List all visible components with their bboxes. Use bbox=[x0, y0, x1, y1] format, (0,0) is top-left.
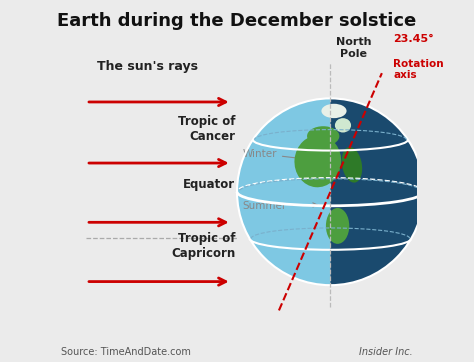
Text: Rotation
axis: Rotation axis bbox=[393, 59, 444, 80]
Ellipse shape bbox=[294, 135, 341, 187]
Ellipse shape bbox=[321, 104, 346, 118]
Wedge shape bbox=[237, 98, 330, 285]
Ellipse shape bbox=[335, 118, 351, 132]
Text: The sun's rays: The sun's rays bbox=[97, 60, 198, 73]
Text: Equator: Equator bbox=[183, 178, 235, 191]
Ellipse shape bbox=[342, 147, 362, 182]
Ellipse shape bbox=[326, 208, 349, 244]
Text: Tropic of
Capricorn: Tropic of Capricorn bbox=[171, 232, 235, 260]
Ellipse shape bbox=[307, 126, 339, 146]
Text: Insider Inc.: Insider Inc. bbox=[359, 347, 413, 357]
Text: 23.45°: 23.45° bbox=[393, 34, 434, 45]
Text: North
Pole: North Pole bbox=[336, 37, 372, 59]
Text: Winter: Winter bbox=[242, 148, 317, 162]
Text: Source: TimeAndDate.com: Source: TimeAndDate.com bbox=[61, 347, 191, 357]
Wedge shape bbox=[330, 98, 424, 285]
Text: Tropic of
Cancer: Tropic of Cancer bbox=[178, 115, 235, 143]
Wedge shape bbox=[39, 77, 155, 307]
Text: Summer: Summer bbox=[242, 201, 317, 211]
Text: Earth during the December solstice: Earth during the December solstice bbox=[57, 12, 417, 30]
